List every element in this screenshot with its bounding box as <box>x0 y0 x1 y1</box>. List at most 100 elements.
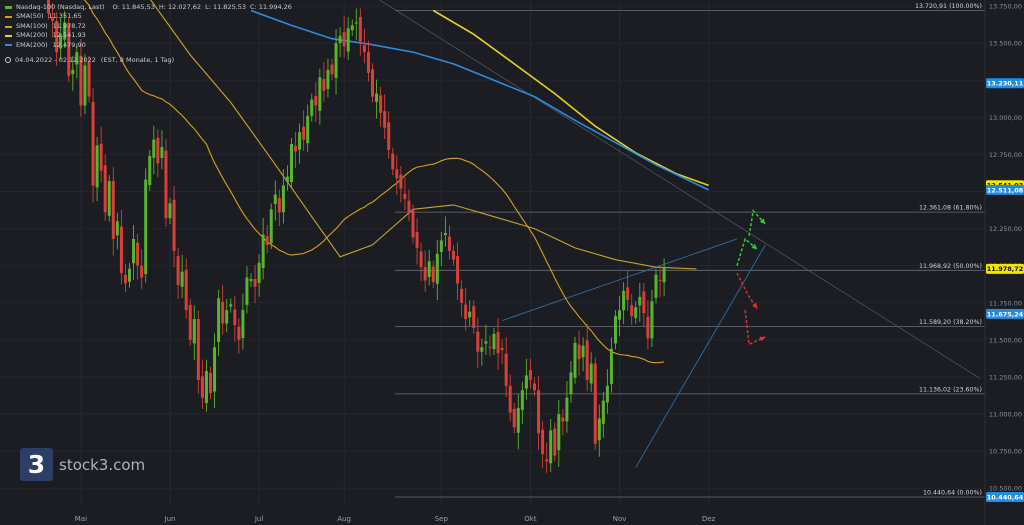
candle-up <box>160 130 164 170</box>
candle-down <box>140 249 144 289</box>
candle-body <box>472 306 476 328</box>
candle-down <box>391 147 395 176</box>
candle-body <box>152 139 156 158</box>
candle-body <box>601 400 605 424</box>
candle-body <box>310 99 314 116</box>
candle-down <box>176 247 180 299</box>
channel-lower-line <box>635 244 766 468</box>
candle-body <box>160 147 164 158</box>
candle-body <box>196 319 200 380</box>
candle-down <box>47 0 50 20</box>
candle-body <box>83 65 87 106</box>
y-tick-label: 10.500,00 <box>989 485 1022 493</box>
candle-down <box>387 111 391 159</box>
date-range: 04.04.2022 - 02.12.2022 (EST, 8 Monate, … <box>5 56 174 64</box>
candle-up <box>589 352 593 393</box>
candle-body <box>75 52 79 65</box>
candle-body <box>241 310 245 339</box>
candle-body <box>585 340 589 380</box>
candle-body <box>103 165 107 213</box>
fib-level-label: 11.968,92 (50.00%) <box>919 263 982 270</box>
instrument-swatch <box>5 6 12 10</box>
candle-up <box>634 301 638 324</box>
candle-body <box>622 290 626 311</box>
bullish-projection-near-arrow-head <box>751 243 758 250</box>
candle-down <box>541 421 545 469</box>
candle-up <box>638 282 642 323</box>
candle-down <box>314 82 318 123</box>
candle-up <box>375 79 379 119</box>
candle-down <box>51 3 55 38</box>
candle-body <box>95 145 99 188</box>
candle-down <box>362 28 366 64</box>
candle-down <box>431 260 435 288</box>
price-badge-text: 13.230,11 <box>987 80 1024 88</box>
candle-down <box>277 189 281 227</box>
candle-body <box>646 316 650 339</box>
candle-body <box>662 267 666 283</box>
candle-body <box>298 132 302 150</box>
candle-body <box>549 430 553 464</box>
candle-body <box>188 304 192 340</box>
candle-up <box>63 11 67 49</box>
bearish-projection-near-arrow-head <box>752 302 758 309</box>
sma200-label: SMA(200) <box>16 31 48 40</box>
fibonacci-levels: 13.720,91 (100.00%) 12.361,08 (61.80%) 11.… <box>395 3 985 498</box>
candle-up <box>484 324 488 355</box>
price-badge-text: 12.511,08 <box>987 186 1024 194</box>
candle-body <box>168 203 172 219</box>
candle-up <box>241 293 245 350</box>
sma100-value: 11.978,72 <box>52 21 86 30</box>
candle-up <box>245 266 249 314</box>
candle-down <box>123 263 127 293</box>
candle-body <box>423 267 427 281</box>
price-badges: 13.230,1112.541,9312.511,0811.978,7211.6… <box>986 78 1024 502</box>
candle-body <box>290 144 293 183</box>
clock-icon <box>5 57 11 63</box>
candle-up <box>614 310 617 350</box>
candle-up <box>350 19 354 37</box>
candle-body <box>403 193 407 199</box>
candle-up <box>298 123 302 164</box>
candle-up <box>168 197 172 225</box>
candle-body <box>354 22 358 24</box>
candle-body <box>512 408 516 428</box>
candle-body <box>565 397 569 422</box>
candle-down <box>561 408 565 436</box>
candle-body <box>415 232 419 248</box>
candle-body <box>99 143 103 171</box>
y-tick-label: 11.000,00 <box>989 411 1022 419</box>
candle-body <box>209 372 212 394</box>
candle-down <box>508 374 512 422</box>
candle-up <box>180 255 184 299</box>
candle-down <box>399 165 403 203</box>
candle-body <box>609 348 613 385</box>
candle-up <box>601 392 605 438</box>
candle-body <box>435 253 439 284</box>
fib-level-label: 11.589,20 (38.20%) <box>919 319 982 326</box>
candle-body <box>217 298 221 342</box>
bullish-projection-far-arrow-head <box>759 218 766 225</box>
candle-body <box>314 95 318 106</box>
price-badge-text: 10.440,64 <box>987 493 1024 501</box>
candle-up <box>213 333 217 409</box>
candle-up <box>520 381 524 424</box>
bullish-projection-far-arrow-path <box>748 209 766 237</box>
candle-body <box>67 24 71 76</box>
candle-body <box>387 122 391 150</box>
candle-body <box>561 417 565 422</box>
candle-body <box>213 347 217 392</box>
candle-body <box>285 176 289 183</box>
bearish-projection-near-arrow-path <box>736 272 758 310</box>
candle-down <box>302 110 306 151</box>
candle-up <box>107 175 111 222</box>
candle-body <box>362 45 366 53</box>
candle-body <box>229 304 233 307</box>
candle-body <box>132 238 136 264</box>
candle-body <box>115 221 119 236</box>
legend-sma100: SMA(100) 11.978,72 <box>5 22 296 31</box>
candle-body <box>557 414 561 451</box>
ema200-swatch <box>5 44 12 47</box>
candle-body <box>533 383 536 391</box>
